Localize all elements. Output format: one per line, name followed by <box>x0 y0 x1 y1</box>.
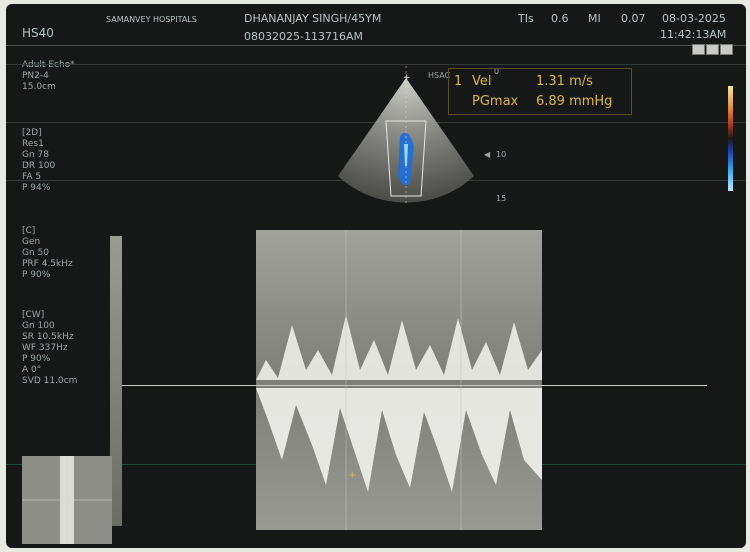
param-line: PRF 4.5kHz <box>22 259 73 269</box>
param-line: Gen <box>22 237 41 247</box>
sector-label: HSAC <box>428 71 451 80</box>
divider <box>6 64 746 65</box>
vel-label: Vel <box>472 74 492 89</box>
param-line: DR 100 <box>22 161 56 171</box>
freeze-icon[interactable] <box>692 44 705 55</box>
param-line: P 90% <box>22 354 51 364</box>
pgmax-value: 6.89 mmHg <box>536 94 613 109</box>
layout-icon[interactable] <box>706 44 719 55</box>
param-line: P 90% <box>22 270 51 280</box>
depth-mark: 0 <box>494 67 500 76</box>
depth-mark: 10 <box>496 150 507 159</box>
mode-2d-title: [2D] <box>22 128 42 138</box>
param-line: SVD 11.0cm <box>22 376 78 386</box>
param-line: FA 5 <box>22 172 42 182</box>
upper-envelope <box>256 315 542 380</box>
color-scale-bar <box>728 86 733 191</box>
color-flow-core <box>404 144 408 166</box>
focus-marker: ◀ <box>484 150 491 159</box>
param-line: Gn 50 <box>22 248 49 258</box>
doppler-baseline[interactable] <box>122 385 707 386</box>
vel-value: 1.31 m/s <box>536 74 593 89</box>
sector-image: + <box>338 66 474 206</box>
measurement-box <box>448 68 632 115</box>
param-line: P 94% <box>22 183 51 193</box>
exam-id: 08032025-113716AM <box>244 30 363 43</box>
color-box <box>385 120 427 197</box>
preset-block: Adult Echo* PN2-4 15.0cm <box>22 60 75 93</box>
preset-line: 15.0cm <box>22 82 56 92</box>
mi-value: 0.07 <box>621 12 646 25</box>
measurement-index: 1 <box>454 74 463 89</box>
mode-2d-block: [2D] Res1 Gn 78 DR 100 FA 5 P 94% <box>22 128 55 194</box>
param-line: WF 337Hz <box>22 343 68 353</box>
preset-line: Adult Echo* <box>22 60 75 70</box>
thumbnail-image <box>22 456 112 544</box>
preset-line: PN2-4 <box>22 71 49 81</box>
tis-label: TIs <box>518 12 534 25</box>
mode-c-title: [C] <box>22 226 36 236</box>
doppler-spectrum: + <box>256 230 542 530</box>
param-line: Gn 78 <box>22 150 49 160</box>
hospital-name: SAMANVEY HOSPITALS <box>106 15 197 24</box>
mi-label: MI <box>588 12 601 25</box>
param-line: SR 10.5kHz <box>22 332 74 342</box>
patient-name: DHANANJAY SINGH/45YM <box>244 12 382 25</box>
mode-cw-block: [CW] Gn 100 SR 10.5kHz WF 337Hz P 90% A … <box>22 310 77 387</box>
mode-c-block: [C] Gen Gn 50 PRF 4.5kHz P 90% <box>22 226 73 281</box>
lower-envelope <box>256 388 542 492</box>
tis-value: 0.6 <box>551 12 569 25</box>
caliper-marker[interactable]: + <box>348 470 356 481</box>
device-name: HS40 <box>22 26 54 40</box>
param-line: A 0° <box>22 365 42 375</box>
mode-cw-title: [CW] <box>22 310 45 320</box>
time: 11:42:13AM <box>660 28 727 41</box>
depth-mark: 15 <box>496 194 507 203</box>
param-line: Res1 <box>22 139 44 149</box>
ultrasound-screen: HS40 SAMANVEY HOSPITALS DHANANJAY SINGH/… <box>6 4 746 548</box>
apex-marker: + <box>403 73 411 83</box>
param-line: Gn 100 <box>22 321 55 331</box>
cine-icon[interactable] <box>720 44 733 55</box>
pgmax-label: PGmax <box>472 94 519 109</box>
header-divider <box>6 45 746 46</box>
date: 08-03-2025 <box>662 12 726 25</box>
segment-gray-column <box>110 236 122 526</box>
